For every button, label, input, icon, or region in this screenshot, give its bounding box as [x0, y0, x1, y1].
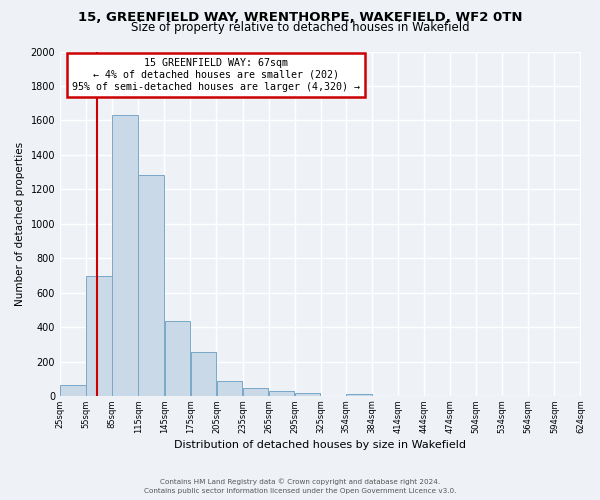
Text: Contains HM Land Registry data © Crown copyright and database right 2024.
Contai: Contains HM Land Registry data © Crown c…: [144, 478, 456, 494]
Bar: [164, 320, 190, 396]
Bar: [60, 385, 86, 396]
Bar: [346, 394, 372, 396]
Y-axis label: Number of detached properties: Number of detached properties: [15, 142, 25, 306]
Bar: [139, 175, 164, 396]
Bar: [243, 388, 268, 396]
Bar: [86, 276, 112, 396]
Bar: [243, 388, 268, 396]
X-axis label: Distribution of detached houses by size in Wakefield: Distribution of detached houses by size …: [174, 440, 466, 450]
Bar: [191, 352, 216, 397]
Bar: [269, 391, 295, 396]
Bar: [191, 352, 216, 397]
Bar: [346, 394, 372, 396]
Bar: [295, 393, 320, 396]
Bar: [112, 116, 138, 396]
Bar: [164, 320, 190, 396]
Bar: [112, 116, 138, 396]
Bar: [217, 381, 242, 396]
Text: 15 GREENFIELD WAY: 67sqm
← 4% of detached houses are smaller (202)
95% of semi-d: 15 GREENFIELD WAY: 67sqm ← 4% of detache…: [72, 58, 360, 92]
Bar: [139, 175, 164, 396]
Bar: [86, 276, 112, 396]
Text: 15, GREENFIELD WAY, WRENTHORPE, WAKEFIELD, WF2 0TN: 15, GREENFIELD WAY, WRENTHORPE, WAKEFIEL…: [78, 11, 522, 24]
Bar: [295, 393, 320, 396]
Text: Size of property relative to detached houses in Wakefield: Size of property relative to detached ho…: [131, 22, 469, 35]
Bar: [217, 381, 242, 396]
Bar: [269, 391, 295, 396]
Bar: [60, 385, 86, 396]
